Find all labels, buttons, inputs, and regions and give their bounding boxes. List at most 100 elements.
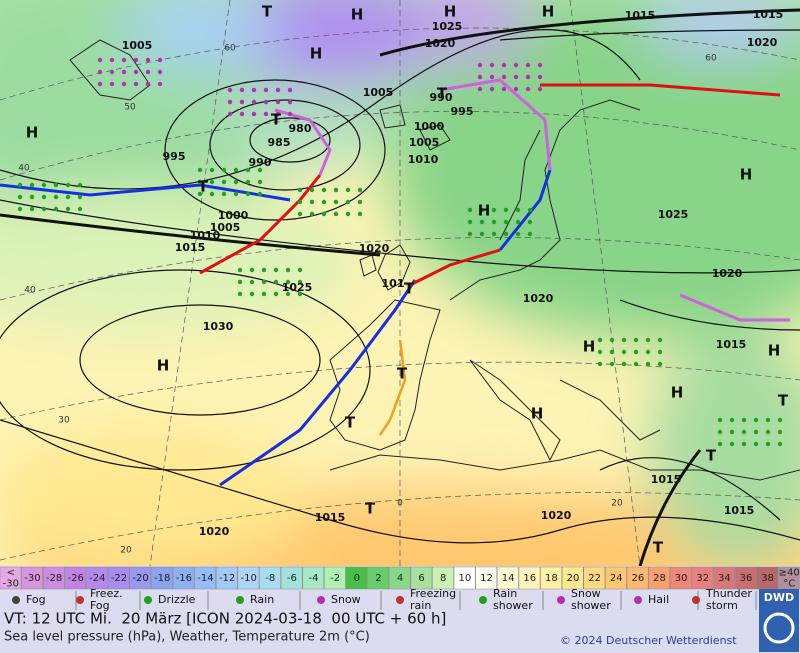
scale-cell	[626, 566, 649, 590]
occluded-front	[274, 108, 332, 176]
pressure-center: H	[310, 45, 323, 63]
isobar-label: 1020	[523, 292, 554, 305]
weather-symbol	[239, 99, 245, 105]
scale-cell	[324, 566, 346, 590]
weather-symbol	[77, 206, 83, 212]
scale-cell	[367, 566, 389, 590]
weather-symbol	[297, 267, 303, 273]
weather-symbol	[527, 219, 533, 225]
graticule-label: 40	[24, 286, 36, 296]
scale-label: 14	[502, 573, 515, 584]
weather-symbol	[621, 337, 627, 343]
scale-cell	[453, 566, 476, 590]
weather-symbol	[133, 81, 139, 87]
weather-symbol	[297, 211, 303, 217]
dwd-logo-text: DWD	[764, 591, 794, 604]
weather-symbol	[239, 111, 245, 117]
weather-icon	[557, 596, 565, 604]
weather-label: Snow shower	[571, 587, 611, 612]
weather-symbol	[597, 337, 603, 343]
weather-symbol	[345, 199, 351, 205]
weather-symbol	[29, 182, 35, 188]
weather-symbol	[17, 182, 23, 188]
scale-cell	[540, 566, 562, 590]
weather-symbol	[109, 69, 115, 75]
pressure-center: H	[478, 202, 491, 220]
scale-label: 36	[740, 573, 753, 584]
weather-symbol	[753, 429, 759, 435]
scale-cell	[129, 566, 152, 590]
weather-symbol	[503, 219, 509, 225]
weather-symbol	[233, 191, 239, 197]
weather-symbol	[333, 199, 339, 205]
pressure-center: T	[198, 178, 209, 196]
scale-cell	[410, 566, 433, 590]
scale-cell	[388, 566, 411, 590]
weather-symbol	[633, 361, 639, 367]
weather-symbol	[765, 417, 771, 423]
pressure-center: H	[583, 338, 596, 356]
weather-symbol	[261, 291, 267, 297]
scale-cell	[237, 566, 260, 590]
weather-symbol	[239, 87, 245, 93]
pressure-center: T	[365, 500, 376, 518]
isobar-label: 1030	[203, 320, 234, 333]
weather-symbol	[273, 267, 279, 273]
scale-label: -28	[46, 573, 62, 584]
weather-symbol	[41, 194, 47, 200]
weather-symbol	[133, 57, 139, 63]
weather-symbol	[765, 441, 771, 447]
weather-symbol	[777, 441, 783, 447]
weather-symbol	[321, 187, 327, 193]
weather-symbol	[297, 187, 303, 193]
weather-icon	[236, 596, 244, 604]
weather-label: Thunder storm	[705, 587, 752, 612]
scale-cell	[432, 566, 454, 590]
weather-symbol	[479, 219, 485, 225]
weather-symbol	[275, 111, 281, 117]
isobar-label: 1015	[625, 9, 656, 22]
weather-symbol	[17, 194, 23, 200]
scale-label: 4	[397, 573, 403, 584]
isobar-label: 990	[249, 156, 272, 169]
weather-symbol	[333, 187, 339, 193]
isobar-label: 1025	[282, 281, 313, 294]
weather-icon	[692, 596, 700, 604]
scale-cell	[0, 566, 22, 590]
weather-symbol	[479, 207, 485, 213]
weather-legend: Fog Freez. Fog Drizzle Rain Snow Freezing rain R…	[12, 587, 757, 612]
weather-symbol	[513, 74, 519, 80]
scale-cell	[21, 566, 43, 590]
weather-symbol	[777, 429, 783, 435]
weather-symbol	[29, 194, 35, 200]
weather-symbol	[221, 167, 227, 173]
weather-symbol	[525, 62, 531, 68]
weather-symbol	[501, 74, 507, 80]
weather-symbol	[609, 337, 615, 343]
pressure-center: T	[778, 392, 789, 410]
scale-cell	[648, 566, 671, 590]
scale-cell	[691, 566, 714, 590]
weather-symbol	[503, 231, 509, 237]
weather-label: Rain shower	[493, 587, 533, 612]
weather-symbol	[257, 167, 263, 173]
weather-symbol	[249, 291, 255, 297]
scale-cell	[497, 566, 519, 590]
weather-symbol	[209, 179, 215, 185]
scale-label: -8	[265, 573, 275, 584]
scale-label: 10	[458, 573, 471, 584]
weather-symbol	[717, 417, 723, 423]
weather-symbol	[321, 211, 327, 217]
scale-label: 34	[718, 573, 731, 584]
scale-label: -6	[287, 573, 297, 584]
weather-symbol	[65, 206, 71, 212]
weather-symbol	[717, 441, 723, 447]
isobar-label: 1005	[409, 136, 440, 149]
weather-symbol	[17, 206, 23, 212]
scale-label: -4	[309, 573, 319, 584]
weather-symbol	[513, 86, 519, 92]
weather-symbol	[209, 167, 215, 173]
scale-cell	[605, 566, 627, 590]
scale-cell	[561, 566, 584, 590]
